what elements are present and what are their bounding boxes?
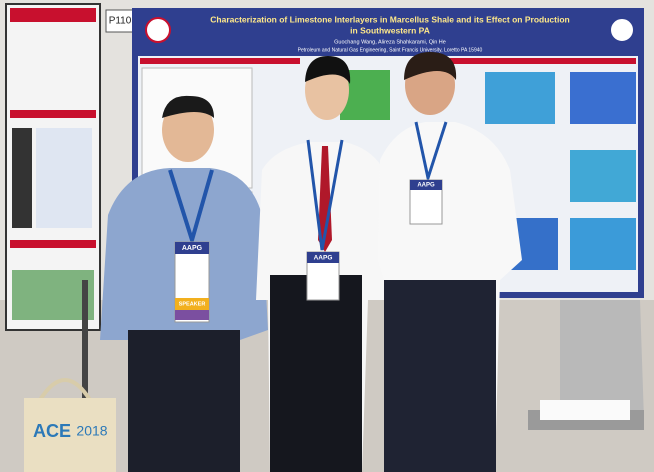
badge-label: AAPG <box>417 183 435 189</box>
badge-header <box>410 180 442 190</box>
chair <box>528 300 644 430</box>
map <box>570 72 636 124</box>
booth-number: P110 <box>109 16 132 27</box>
badge-label: AAPG <box>314 255 333 262</box>
poster-section-header <box>140 58 300 64</box>
badge-header <box>307 252 339 263</box>
poster-affiliation: Petroleum and Natural Gas Engineering, S… <box>298 47 483 53</box>
tie <box>318 146 332 252</box>
papers <box>540 400 630 420</box>
poster-title: in Southwestern PA <box>350 25 430 35</box>
left-poster-band <box>10 110 96 118</box>
left-poster-figure <box>36 128 92 228</box>
tote-bag: ACE 2018 <box>24 378 116 472</box>
hair <box>162 95 214 118</box>
person-left: AAPG SPEAKER <box>100 95 268 472</box>
left-poster-figure <box>12 270 94 320</box>
left-poster-band <box>10 240 96 248</box>
bag-handle <box>38 378 92 402</box>
lanyard <box>306 139 344 251</box>
poster-title: Characterization of Limestone Interlayer… <box>210 14 569 24</box>
person-middle: AAPG <box>256 56 392 472</box>
bag-text: ACE <box>33 421 71 441</box>
hair <box>305 56 351 84</box>
pants <box>384 280 496 472</box>
bag-text: 2018 <box>76 423 107 439</box>
bag-body <box>24 398 116 472</box>
poster-section-header <box>440 58 636 64</box>
society-logo <box>609 17 635 43</box>
pants <box>270 275 362 472</box>
badge-header <box>175 242 209 254</box>
person-right: AAPG <box>378 52 522 472</box>
university-logo <box>145 17 171 43</box>
chair-back <box>560 300 644 420</box>
pants <box>128 330 240 472</box>
map <box>570 150 636 202</box>
badge-role: SPEAKER <box>179 301 206 307</box>
stand-leg <box>82 280 88 450</box>
lanyard <box>414 121 448 184</box>
left-poster-figure <box>12 128 32 228</box>
poster-authors: Guochang Wang, Alireza Shahkarami, Qin H… <box>334 39 446 45</box>
hair <box>404 52 457 80</box>
map <box>570 218 636 270</box>
lanyard <box>168 169 214 247</box>
badge-ribbon <box>175 298 209 310</box>
left-poster-header <box>10 8 96 22</box>
badge-label: AAPG <box>182 245 203 252</box>
badge-ribbon <box>175 310 209 320</box>
map <box>485 72 555 124</box>
